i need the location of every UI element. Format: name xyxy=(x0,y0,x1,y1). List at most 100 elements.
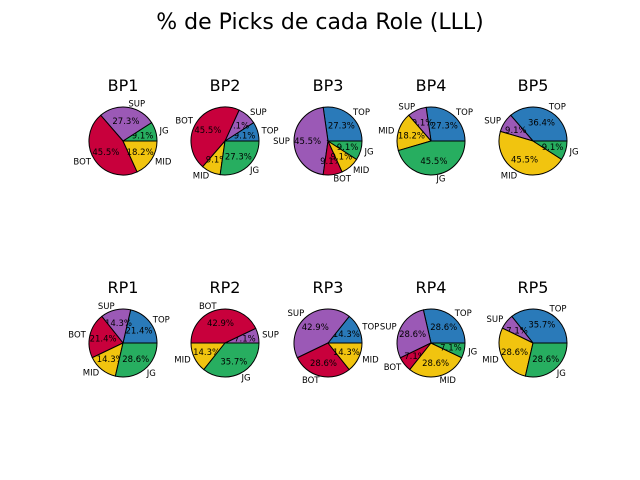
pct-label-bp5-mid: 45.5% xyxy=(511,156,538,166)
pie-slice-bp5-top xyxy=(510,106,568,142)
pct-label-rp2-mid: 14.3% xyxy=(193,348,220,358)
slice-label-bp5-jg: JG xyxy=(569,148,579,158)
pie-slice-rp3-sup xyxy=(293,308,350,359)
pct-label-rp5-jg: 28.6% xyxy=(532,355,559,365)
slice-label-bp4-sup: SUP xyxy=(398,102,415,112)
pie-slice-bp2-jg xyxy=(219,140,260,176)
slice-label-rp4-top: TOP xyxy=(454,309,472,319)
pie-slice-rp2-jg xyxy=(203,342,260,378)
pie-slice-bp2-bot xyxy=(190,106,240,168)
slice-label-rp5-top: TOP xyxy=(549,305,567,315)
slice-label-bp1-jg: JG xyxy=(159,126,169,136)
pie-slice-rp5-jg xyxy=(524,342,568,378)
slice-label-bp3-sup: SUP xyxy=(273,137,290,147)
pie-slice-rp3-bot xyxy=(296,342,350,378)
slice-label-bp2-jg: JG xyxy=(249,166,259,176)
slice-label-rp1-jg: JG xyxy=(146,369,156,379)
pct-label-rp3-top: 14.3% xyxy=(333,330,360,340)
pct-label-bp5-top: 36.4% xyxy=(528,118,555,128)
pct-label-bp5-sup: 9.1% xyxy=(505,126,527,136)
pie-slice-bp1-bot xyxy=(88,114,138,176)
pct-label-rp4-top: 28.6% xyxy=(430,323,457,333)
pct-label-bp2-bot: 45.5% xyxy=(194,126,221,136)
panel-title-bp4: BP4 xyxy=(416,76,447,95)
pct-label-bp2-jg: 27.3% xyxy=(225,152,252,162)
slice-label-rp1-sup: SUP xyxy=(98,302,115,312)
pct-label-rp2-bot: 42.9% xyxy=(207,319,234,329)
pct-label-rp1-mid: 14.3% xyxy=(97,355,124,365)
pct-label-rp2-sup: 7.1% xyxy=(234,334,256,344)
pct-label-bp3-sup: 45.5% xyxy=(294,137,321,147)
slice-label-rp3-sup: SUP xyxy=(288,309,305,319)
panel-title-bp5: BP5 xyxy=(518,76,549,95)
slice-label-bp3-mid: MID xyxy=(353,166,370,176)
slice-label-rp1-mid: MID xyxy=(83,369,100,379)
pct-label-rp2-jg: 35.7% xyxy=(220,357,247,367)
pie-slice-rp2-bot xyxy=(190,308,257,344)
pct-label-bp5-jg: 9.1% xyxy=(542,143,564,153)
slice-label-bp4-mid: MID xyxy=(378,126,395,136)
pie-slice-bp4-jg xyxy=(397,140,466,176)
pct-label-bp2-top: 9.1% xyxy=(234,131,256,141)
pie-slice-bp3-top xyxy=(322,106,363,142)
pct-label-bp4-sup: 9.1% xyxy=(412,118,434,128)
pie-slice-rp4-sup xyxy=(396,309,432,359)
pie-slice-bp5-jg xyxy=(531,140,568,161)
pct-label-bp3-mid: 9.1% xyxy=(331,152,353,162)
pie-slice-rp1-top xyxy=(122,309,158,344)
slice-label-bp2-mid: MID xyxy=(193,172,210,182)
pct-label-bp2-mid: 9.1% xyxy=(206,156,228,166)
panel-title-bp2: BP2 xyxy=(210,76,241,95)
pct-label-rp4-bot: 7.1% xyxy=(404,352,426,362)
pct-label-bp3-top: 27.3% xyxy=(328,122,355,132)
pct-label-bp1-sup: 27.3% xyxy=(112,117,139,127)
pie-slice-rp5-top xyxy=(511,308,568,344)
slice-label-rp4-sup: SUP xyxy=(380,323,397,333)
pie-slice-rp1-bot xyxy=(88,315,124,359)
pie-slice-rp4-jg xyxy=(430,342,466,359)
slice-label-rp5-mid: MID xyxy=(482,355,499,365)
pct-label-rp3-sup: 42.9% xyxy=(302,323,329,333)
pie-slice-rp5-mid xyxy=(498,327,534,377)
pie-slice-bp3-jg xyxy=(326,140,363,161)
pct-label-bp3-bot: 9.1% xyxy=(320,157,342,167)
slice-label-rp5-sup: SUP xyxy=(487,315,504,325)
pct-label-rp3-mid: 14.3% xyxy=(333,348,360,358)
slice-label-bp2-bot: BOT xyxy=(175,116,193,126)
slice-label-rp2-bot: BOT xyxy=(199,302,217,312)
pct-label-rp1-sup: 14.3% xyxy=(105,319,132,329)
pct-label-bp1-bot: 45.5% xyxy=(92,148,119,158)
chart-title: % de Picks de cada Role (LLL) xyxy=(156,10,483,35)
pct-label-rp4-mid: 28.6% xyxy=(422,359,449,369)
slice-label-bp4-jg: JG xyxy=(435,175,445,185)
pie-slice-rp4-top xyxy=(422,308,466,344)
panel-title-rp4: RP4 xyxy=(416,278,447,297)
pct-label-rp5-mid: 28.6% xyxy=(501,348,528,358)
slice-label-bp5-sup: SUP xyxy=(484,116,501,126)
pct-label-rp1-jg: 28.6% xyxy=(122,355,149,365)
pct-label-bp4-mid: 18.2% xyxy=(398,131,425,141)
slice-label-rp2-mid: MID xyxy=(174,356,191,366)
pct-label-bp4-jg: 45.5% xyxy=(420,157,447,167)
pie-slice-bp5-mid xyxy=(498,130,563,176)
slice-label-bp4-top: TOP xyxy=(455,108,473,118)
slice-label-bp2-sup: SUP xyxy=(250,108,267,118)
pct-label-bp4-top: 27.3% xyxy=(431,122,458,132)
slice-label-rp3-bot: BOT xyxy=(302,376,320,386)
pct-label-rp4-jg: 7.1% xyxy=(440,344,462,354)
panel-title-rp3: RP3 xyxy=(313,278,344,297)
pie-slice-rp1-jg xyxy=(114,342,158,378)
slice-label-rp1-bot: BOT xyxy=(68,330,86,340)
slice-label-bp5-mid: MID xyxy=(501,172,518,182)
panel-title-bp1: BP1 xyxy=(108,76,139,95)
pct-label-rp1-bot: 21.4% xyxy=(90,334,117,344)
pct-label-rp4-sup: 28.6% xyxy=(399,330,426,340)
pct-label-bp2-sup: 9.1% xyxy=(228,122,250,132)
slice-label-rp3-top: TOP xyxy=(361,322,379,332)
slice-label-rp1-top: TOP xyxy=(152,315,170,325)
slice-label-rp3-mid: MID xyxy=(362,356,379,366)
pie-slice-bp1-sup xyxy=(100,106,153,142)
slice-label-bp3-top: TOP xyxy=(352,108,370,118)
